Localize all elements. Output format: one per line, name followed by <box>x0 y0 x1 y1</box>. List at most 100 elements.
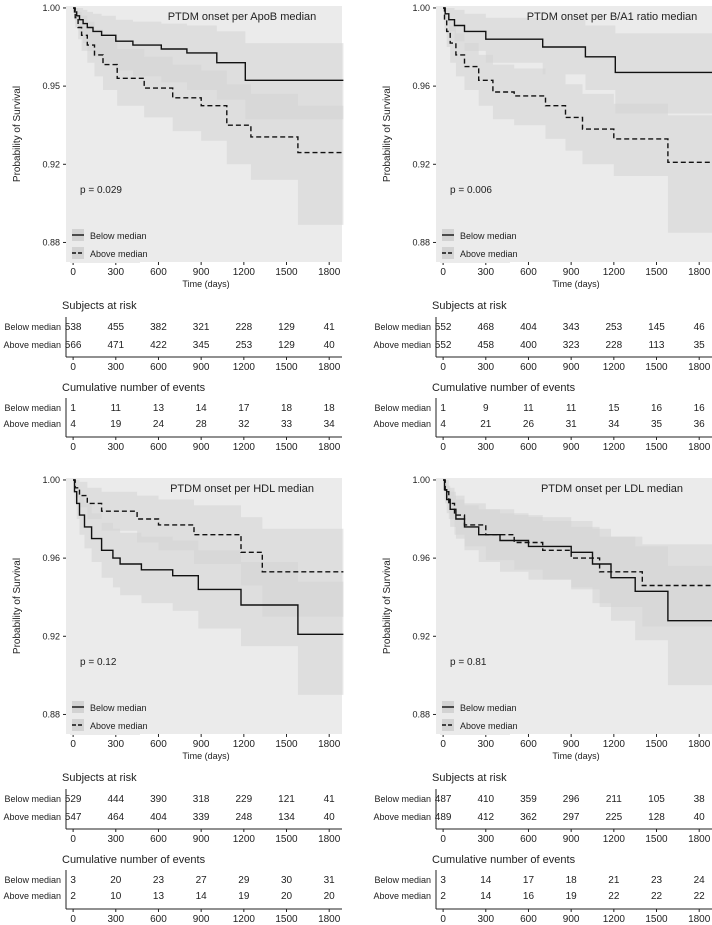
events-table-tick-label: 0 <box>440 914 446 925</box>
risk-table-tick-label: 1500 <box>275 362 298 373</box>
x-axis-label: Time (days) <box>182 279 229 289</box>
y-tick-label: 0.96 <box>42 553 60 563</box>
x-tick-label: 600 <box>150 267 167 278</box>
events-table-tick-label: 1500 <box>275 442 298 453</box>
y-axis-label: Probability of Survival <box>12 86 23 182</box>
events-table-cell: 13 <box>153 891 165 902</box>
x-tick-label: 1500 <box>275 739 298 750</box>
p-value: p = 0.81 <box>450 657 487 668</box>
events-table-heading: Cumulative number of events <box>62 854 206 866</box>
events-table-cell: 11 <box>523 403 534 414</box>
survival-curve-above-median <box>443 479 712 587</box>
events-table-cell: 20 <box>324 891 336 902</box>
y-axis-label: Probability of Survival <box>382 86 393 182</box>
risk-table-heading: Subjects at risk <box>62 300 137 312</box>
risk-table-tick-label: 900 <box>193 834 210 845</box>
risk-table-cell: 471 <box>107 340 124 351</box>
x-tick-label: 1200 <box>233 267 256 278</box>
events-table-tick-label: 1200 <box>603 442 626 453</box>
risk-table-tick-label: 300 <box>477 362 494 373</box>
x-tick-label: 900 <box>563 267 580 278</box>
events-table-cell: 27 <box>196 875 208 886</box>
x-tick-label: 1200 <box>233 739 256 750</box>
risk-table-cell: 404 <box>520 322 537 333</box>
events-table-cell: 33 <box>281 419 293 430</box>
events-table-tick-label: 1200 <box>233 442 256 453</box>
risk-table-tick-label: 1800 <box>318 834 341 845</box>
risk-table-cell: 297 <box>563 812 580 823</box>
legend-label-above-median: Above median <box>460 249 518 259</box>
events-table-cell: 36 <box>694 419 706 430</box>
y-tick-label: 0.92 <box>42 159 60 169</box>
x-tick-label: 300 <box>107 267 124 278</box>
events-table-tick-label: 0 <box>70 442 76 453</box>
x-tick-label: 1500 <box>645 267 668 278</box>
risk-table-cell: 468 <box>477 322 494 333</box>
risk-table-cell: 412 <box>477 812 494 823</box>
risk-table-cell: 455 <box>107 322 124 333</box>
events-table-cell: 4 <box>70 419 76 430</box>
events-table-cell: 18 <box>324 403 336 414</box>
y-tick-label: 0.96 <box>412 553 430 563</box>
risk-table-heading: Subjects at risk <box>432 300 507 312</box>
events-table-heading: Cumulative number of events <box>432 854 576 866</box>
survival-curve-below-median <box>73 7 344 82</box>
events-table-tick-label: 900 <box>193 442 210 453</box>
events-table-tick-label: 900 <box>193 914 210 925</box>
events-table-row-label: Above median <box>373 419 431 429</box>
risk-table-cell: 566 <box>65 340 82 351</box>
x-tick-label: 1200 <box>603 739 626 750</box>
risk-table-tick-label: 0 <box>70 362 76 373</box>
risk-table-tick-label: 1500 <box>645 834 668 845</box>
events-table-row-label: Below median <box>4 875 61 885</box>
events-table-cell: 14 <box>480 875 492 886</box>
risk-table-cell: 128 <box>648 812 665 823</box>
events-table-cell: 20 <box>110 875 122 886</box>
events-table-cell: 11 <box>566 403 577 414</box>
x-tick-label: 300 <box>477 267 494 278</box>
y-tick-label: 0.88 <box>412 237 430 247</box>
risk-table-cell: 538 <box>65 322 82 333</box>
risk-table-cell: 552 <box>435 340 452 351</box>
risk-table-cell: 390 <box>150 794 167 805</box>
risk-table-cell: 552 <box>435 322 452 333</box>
events-table-cell: 35 <box>651 419 663 430</box>
p-value: p = 0.029 <box>80 185 122 196</box>
x-tick-label: 1800 <box>318 267 341 278</box>
risk-table-row-label: Above median <box>3 340 61 350</box>
risk-table-tick-label: 1800 <box>688 362 711 373</box>
events-table-cell: 14 <box>196 403 208 414</box>
risk-table-cell: 359 <box>520 794 537 805</box>
legend-label-above-median: Above median <box>460 721 518 731</box>
survival-curve-below-median <box>73 479 344 636</box>
x-tick-label: 0 <box>440 267 446 278</box>
events-table-cell: 3 <box>70 875 76 886</box>
risk-table-tick-label: 300 <box>107 834 124 845</box>
events-table-cell: 23 <box>651 875 663 886</box>
events-table-cell: 32 <box>238 419 250 430</box>
risk-table-cell: 321 <box>193 322 210 333</box>
risk-table-cell: 248 <box>235 812 252 823</box>
events-table-cell: 10 <box>110 891 122 902</box>
risk-table-cell: 121 <box>278 794 295 805</box>
risk-table-tick-label: 900 <box>563 834 580 845</box>
risk-table-cell: 362 <box>520 812 537 823</box>
risk-table-tick-label: 1200 <box>603 834 626 845</box>
legend-label-below-median: Below median <box>460 703 517 713</box>
events-table-tick-label: 600 <box>520 914 537 925</box>
risk-table-cell: 489 <box>435 812 452 823</box>
events-table-tick-label: 1200 <box>233 914 256 925</box>
events-table-cell: 2 <box>440 891 446 902</box>
events-table-cell: 2 <box>70 891 76 902</box>
risk-table-tick-label: 600 <box>150 834 167 845</box>
risk-table-cell: 382 <box>150 322 167 333</box>
events-table-cell: 29 <box>238 875 250 886</box>
risk-table-cell: 129 <box>278 322 295 333</box>
y-tick-label: 0.92 <box>42 631 60 641</box>
y-tick-label: 0.95 <box>42 81 60 91</box>
risk-table-cell: 228 <box>235 322 252 333</box>
y-tick-label: 1.00 <box>42 3 60 13</box>
km-panel-3: PTDM onset per HDL median 0.88 0.92 0.96 1.0… <box>3 475 344 925</box>
risk-table-cell: 40 <box>324 340 336 351</box>
